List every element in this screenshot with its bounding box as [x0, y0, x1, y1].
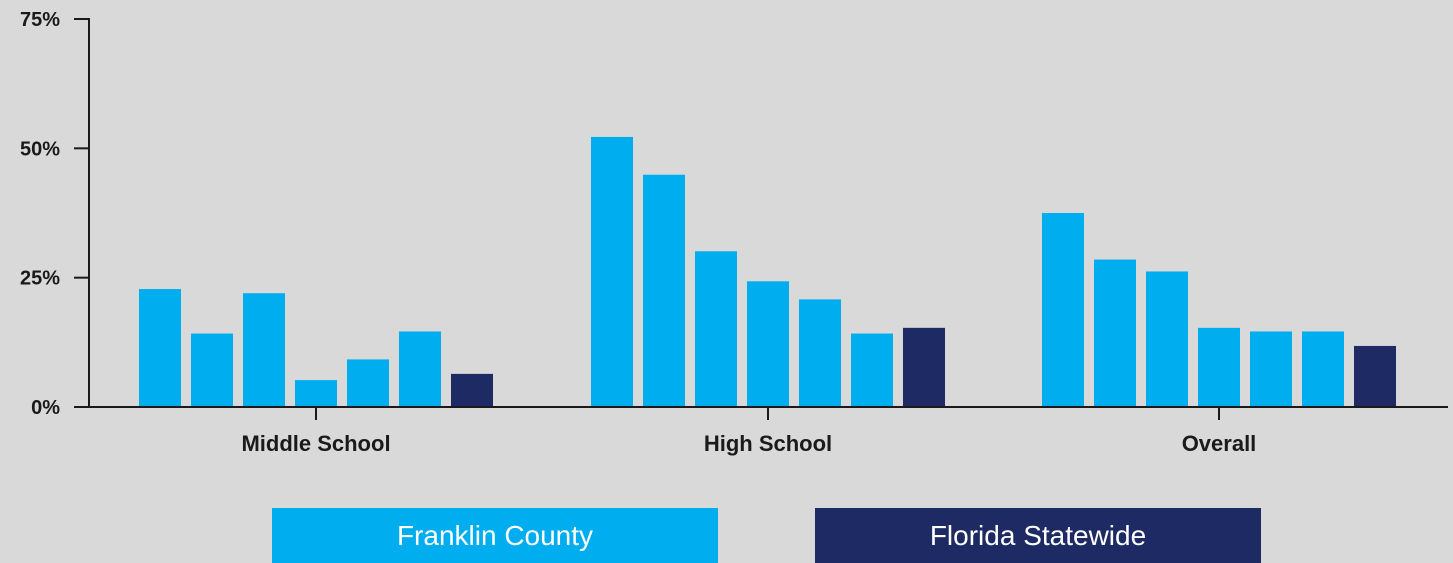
bar [347, 359, 389, 407]
bar [747, 281, 789, 407]
bar [643, 174, 685, 407]
y-tick-label: 25% [20, 268, 60, 290]
bar [139, 289, 181, 407]
y-tick-label: 50% [20, 138, 60, 160]
bar [295, 380, 337, 407]
bar [399, 331, 441, 407]
y-tick-label: 75% [20, 9, 60, 31]
bar [591, 136, 633, 407]
bar [903, 327, 945, 407]
legend-item-florida-statewide: Florida Statewide [815, 508, 1261, 563]
bar [851, 333, 893, 407]
bar [451, 373, 493, 407]
bars-group [139, 136, 1396, 407]
x-ticks-group: Middle School High School Overall [241, 407, 1256, 456]
bar [1302, 331, 1344, 407]
legend-label-florida-statewide: Florida Statewide [929, 519, 1147, 551]
bar [1042, 213, 1084, 407]
y-tick-label: 0% [31, 397, 60, 419]
bar [799, 299, 841, 407]
x-category-label: Middle School [241, 431, 390, 456]
x-category-label: Overall [1182, 431, 1257, 456]
bar [1146, 271, 1188, 407]
bar [243, 293, 285, 407]
legend-item-franklin-county: Franklin County [272, 508, 718, 563]
bar [1198, 327, 1240, 407]
bar [1354, 345, 1396, 407]
x-category-label: High School [704, 431, 832, 456]
bar [191, 333, 233, 407]
bar [1094, 259, 1136, 407]
bar [695, 251, 737, 407]
bar [1250, 331, 1292, 407]
y-ticks-group: 0% 25% 50% 75% [20, 9, 89, 419]
bar-chart: 0% 25% 50% 75% Middle School High School Over… [20, 9, 1448, 456]
legend-label-franklin-county: Franklin County [396, 519, 594, 551]
